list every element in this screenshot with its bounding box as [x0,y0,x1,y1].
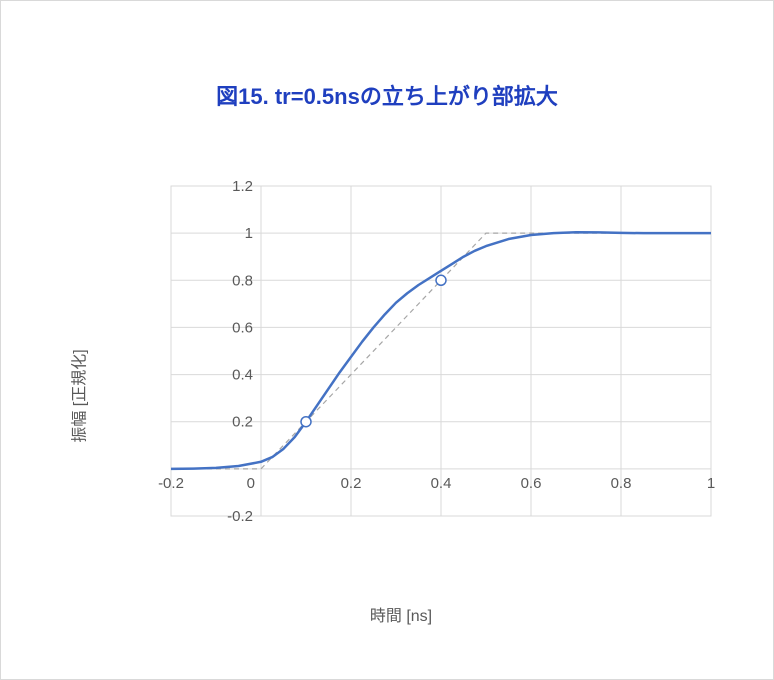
svg-text:1: 1 [707,475,715,492]
svg-text:-0.2: -0.2 [158,475,184,492]
figure-frame: 図15. tr=0.5nsの立ち上がり部拡大 振幅 [正規化] -0.2 0 0.2… [0,0,774,680]
svg-text:0.8: 0.8 [232,272,253,289]
svg-text:1.2: 1.2 [232,178,253,195]
x-axis-label: 時間 [ns] [81,602,721,626]
svg-text:0.6: 0.6 [521,475,542,492]
svg-text:0: 0 [247,475,255,492]
y-axis-label: 振幅 [正規化] [66,349,90,442]
chart-title: 図15. tr=0.5nsの立ち上がり部拡大 [1,79,773,111]
svg-text:-0.2: -0.2 [227,508,253,525]
svg-text:0.8: 0.8 [611,475,632,492]
svg-text:0.4: 0.4 [431,475,452,492]
svg-text:0.2: 0.2 [232,414,253,431]
svg-text:1: 1 [245,225,253,242]
chart-svg: -0.2 0 0.2 0.4 0.6 0.8 1 -0.2 0.2 0.4 0.6 0.8 1 1.2 [81,176,721,576]
chart-container: 振幅 [正規化] -0.200.20.40.60.81-0.20.20.40.6… [81,176,721,616]
svg-text:0.4: 0.4 [232,367,253,384]
svg-text:0.2: 0.2 [341,475,362,492]
svg-text:0.6: 0.6 [232,319,253,336]
